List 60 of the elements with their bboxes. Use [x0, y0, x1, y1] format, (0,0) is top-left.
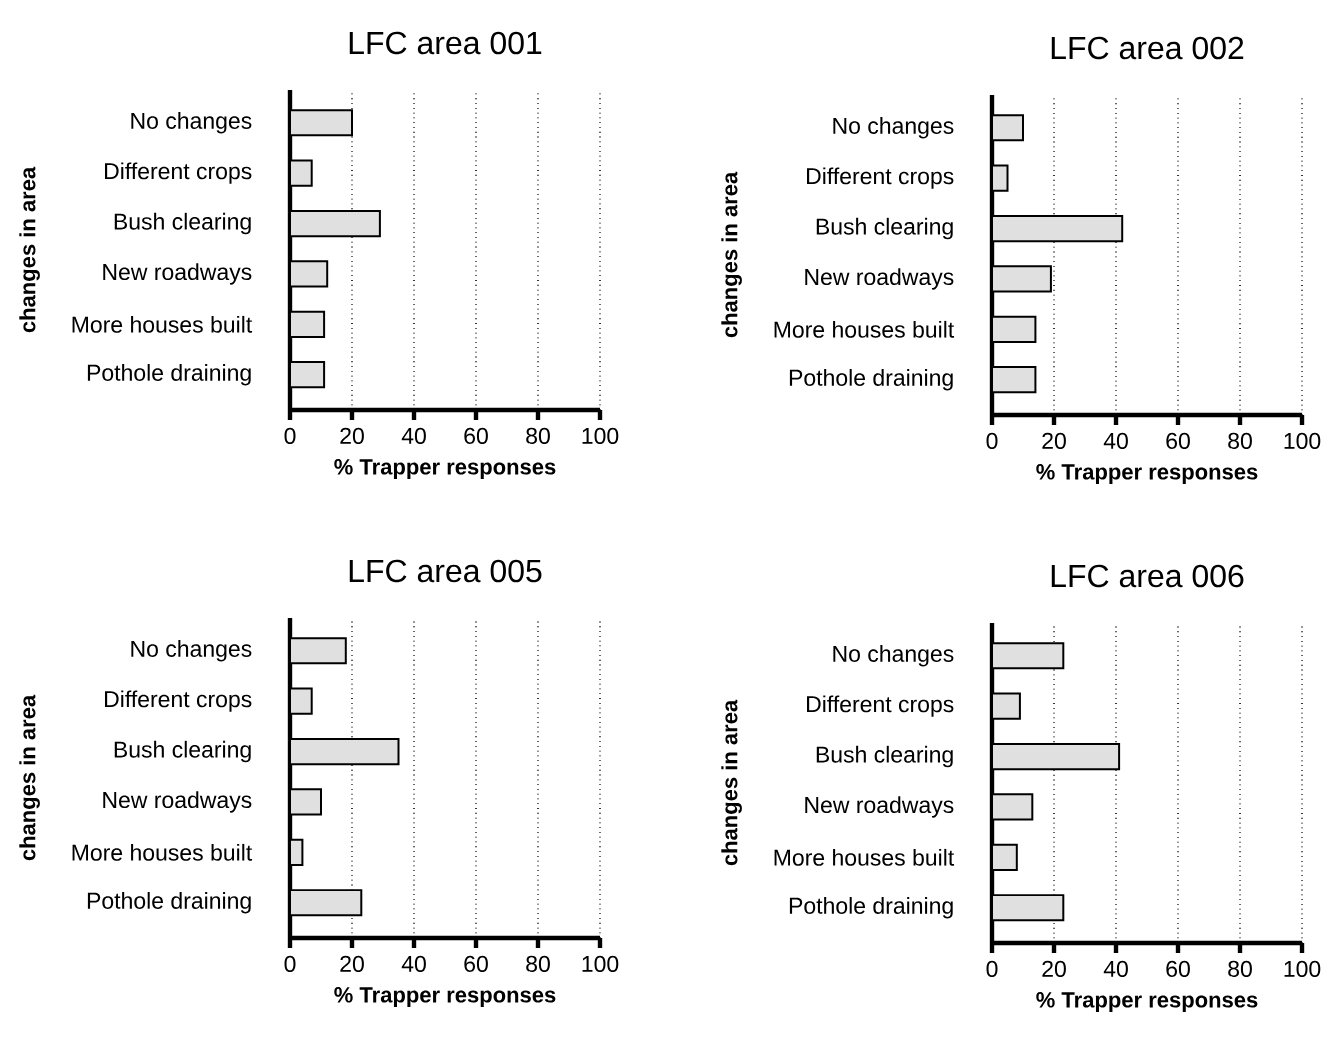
y-tick-label: New roadways	[103, 263, 252, 285]
y-tick-label: More houses built	[72, 315, 253, 333]
chart-title: LFC area 006	[1051, 564, 1244, 588]
y-tick-label: New roadways	[805, 268, 954, 290]
x-axis-title: % Trapper responses	[1036, 992, 1258, 1012]
x-tick-label: 80	[1228, 432, 1252, 449]
x-tick-label: 60	[1166, 960, 1190, 978]
y-tick-label: Different crops	[105, 690, 252, 712]
y-tick-label: Pothole draining	[789, 369, 953, 391]
y-tick-label: New roadways	[103, 791, 252, 813]
y-tick-label: No changes	[131, 112, 252, 134]
x-tick-label: 80	[526, 427, 550, 444]
y-tick-label: No changes	[131, 640, 252, 662]
x-tick-label: 20	[340, 427, 364, 444]
y-tick-label: More houses built	[774, 848, 955, 866]
y-axis-title: changes in area	[19, 166, 40, 333]
y-tick-label: Bush clearing	[114, 212, 251, 235]
x-tick-label: 100	[582, 955, 619, 973]
x-tick-label: 0	[284, 955, 296, 973]
y-tick-label: Bush clearing	[114, 740, 251, 763]
x-tick-label: 40	[401, 427, 426, 444]
chart-title: LFC area 001	[349, 31, 542, 55]
y-tick-label: Bush clearing	[816, 217, 953, 240]
y-axis-title: changes in area	[721, 171, 742, 338]
x-tick-label: 60	[464, 427, 488, 444]
y-tick-label: More houses built	[774, 320, 955, 338]
x-tick-label: 20	[1042, 960, 1066, 978]
y-tick-label: More houses built	[72, 843, 253, 861]
x-tick-label: 100	[582, 427, 619, 444]
x-axis-title: % Trapper responses	[334, 987, 556, 1007]
y-tick-label: Pothole draining	[87, 364, 251, 386]
y-tick-label: Different crops	[807, 167, 954, 189]
y-tick-label: Pothole draining	[789, 897, 953, 919]
y-tick-label: Bush clearing	[816, 745, 953, 768]
y-axis-title: changes in area	[19, 694, 40, 861]
x-tick-label: 100	[1284, 432, 1321, 449]
x-tick-label: 0	[986, 960, 998, 978]
x-axis-title: % Trapper responses	[334, 459, 556, 479]
y-tick-label: New roadways	[805, 796, 954, 818]
y-tick-label: No changes	[833, 117, 954, 139]
x-axis-title: % Trapper responses	[1036, 464, 1258, 484]
y-tick-label: Different crops	[105, 162, 252, 184]
x-tick-label: 80	[1228, 960, 1252, 978]
x-tick-label: 100	[1284, 960, 1321, 978]
x-tick-label: 40	[1103, 960, 1128, 978]
x-tick-label: 0	[986, 432, 998, 449]
y-axis-title: changes in area	[721, 699, 742, 866]
y-tick-label: Pothole draining	[87, 892, 251, 914]
chart-title: LFC area 002	[1051, 36, 1244, 60]
x-tick-label: 80	[526, 955, 550, 973]
x-tick-label: 20	[1042, 432, 1066, 449]
y-tick-label: No changes	[833, 645, 954, 667]
x-tick-label: 60	[464, 955, 488, 973]
y-tick-label: Different crops	[807, 695, 954, 717]
x-tick-label: 0	[284, 427, 296, 444]
chart-title: LFC area 005	[349, 559, 542, 583]
x-tick-label: 40	[1103, 432, 1128, 449]
x-tick-label: 20	[340, 955, 364, 973]
x-tick-label: 40	[401, 955, 426, 973]
x-tick-label: 60	[1166, 432, 1190, 449]
